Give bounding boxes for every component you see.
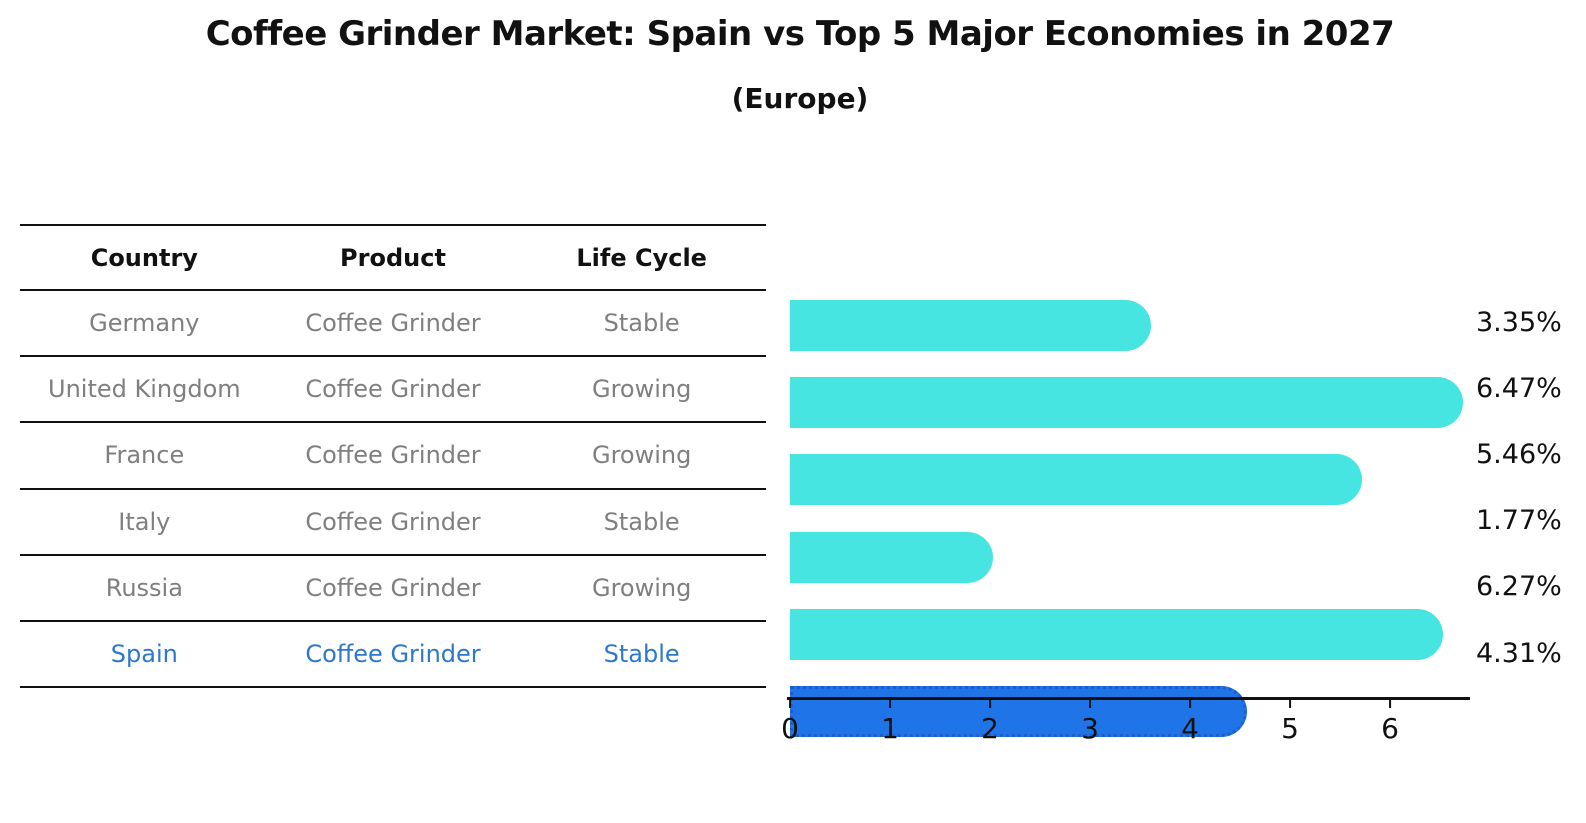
tick-label: 6	[1381, 712, 1399, 745]
chart-subtitle: (Europe)	[731, 82, 869, 115]
cell-product: Coffee Grinder	[305, 507, 481, 536]
value-label-russia: 6.27%	[1476, 571, 1562, 603]
table-row-united-kingdom: United Kingdom Coffee Grinder Growing	[20, 357, 766, 424]
cell-country: Spain	[110, 640, 178, 669]
tick-label: 4	[1181, 712, 1199, 745]
x-axis-tick: 4	[1181, 700, 1199, 745]
x-axis-tick: 3	[1081, 700, 1099, 745]
value-label-spain: 4.31%	[1476, 637, 1562, 669]
cell-country: Russia	[105, 573, 183, 602]
cell-product: Coffee Grinder	[305, 309, 481, 338]
bar-spain	[790, 685, 1247, 737]
cell-product: Coffee Grinder	[305, 375, 481, 404]
cell-life-cycle: Stable	[603, 507, 680, 536]
value-labels: 3.35% 6.47% 5.46% 1.77% 6.27% 4.31%	[1476, 289, 1586, 686]
bar-italy	[790, 531, 993, 583]
value-label-france: 5.46%	[1476, 438, 1562, 470]
column-header-country: Country	[90, 243, 198, 272]
tick-label: 5	[1281, 712, 1299, 745]
bar-france	[790, 454, 1362, 506]
bar-chart	[790, 289, 1480, 737]
x-axis: 0 1 2 3 4 5 6	[781, 700, 1480, 760]
cell-life-cycle: Growing	[591, 573, 692, 602]
tick-mark	[1288, 700, 1292, 708]
cell-country: Germany	[89, 309, 200, 338]
x-axis-tick: 5	[1281, 700, 1299, 745]
tick-mark	[1088, 700, 1092, 708]
cell-life-cycle: Growing	[591, 441, 692, 470]
column-header-product: Product	[340, 243, 446, 272]
cell-product: Coffee Grinder	[305, 441, 481, 470]
tick-mark	[888, 700, 892, 708]
tick-label: 2	[981, 712, 999, 745]
tick-mark	[988, 700, 992, 708]
value-label-germany: 3.35%	[1476, 306, 1562, 338]
table-row-italy: Italy Coffee Grinder Stable	[20, 490, 766, 556]
value-label-italy: 1.77%	[1476, 505, 1562, 537]
tick-mark	[1388, 700, 1392, 708]
chart-title: Coffee Grinder Market: Spain vs Top 5 Ma…	[205, 14, 1395, 54]
table-row-germany: Germany Coffee Grinder Stable	[20, 291, 766, 358]
cell-life-cycle: Growing	[591, 375, 692, 404]
x-axis-line	[787, 697, 1470, 700]
tick-mark	[1188, 700, 1192, 708]
table-row-france: France Coffee Grinder Growing	[20, 423, 766, 490]
x-axis-tick: 6	[1381, 700, 1399, 745]
x-axis-tick: 0	[781, 700, 799, 745]
tick-label: 3	[1081, 712, 1099, 745]
tick-label: 0	[781, 712, 799, 745]
cell-product: Coffee Grinder	[305, 640, 481, 669]
bar-row	[790, 454, 1480, 520]
bar-germany	[790, 300, 1151, 351]
bar-row	[790, 531, 1480, 598]
country-table: Country Product Life Cycle Germany Coffe…	[20, 224, 766, 689]
bar-row	[790, 377, 1480, 443]
cell-product: Coffee Grinder	[305, 573, 481, 602]
table-header-row: Country Product Life Cycle	[20, 226, 766, 291]
value-label-united-kingdom: 6.47%	[1476, 372, 1562, 404]
tick-label: 1	[881, 712, 899, 745]
bar-united-kingdom	[790, 377, 1463, 429]
cell-country: France	[104, 441, 185, 470]
table-row-russia: Russia Coffee Grinder Growing	[20, 556, 766, 622]
cell-country: United Kingdom	[48, 375, 241, 404]
bar-russia	[790, 608, 1443, 660]
cell-life-cycle: Stable	[603, 309, 680, 338]
bar-row	[790, 608, 1480, 675]
x-axis-tick: 2	[981, 700, 999, 745]
column-header-life-cycle: Life Cycle	[576, 243, 707, 272]
bar-row	[790, 300, 1480, 366]
tick-mark	[788, 700, 792, 708]
table-row-spain: Spain Coffee Grinder Stable	[20, 622, 766, 689]
cell-country: Italy	[118, 507, 171, 536]
bar-row	[790, 685, 1480, 752]
x-axis-tick: 1	[881, 700, 899, 745]
cell-life-cycle: Stable	[603, 640, 680, 669]
